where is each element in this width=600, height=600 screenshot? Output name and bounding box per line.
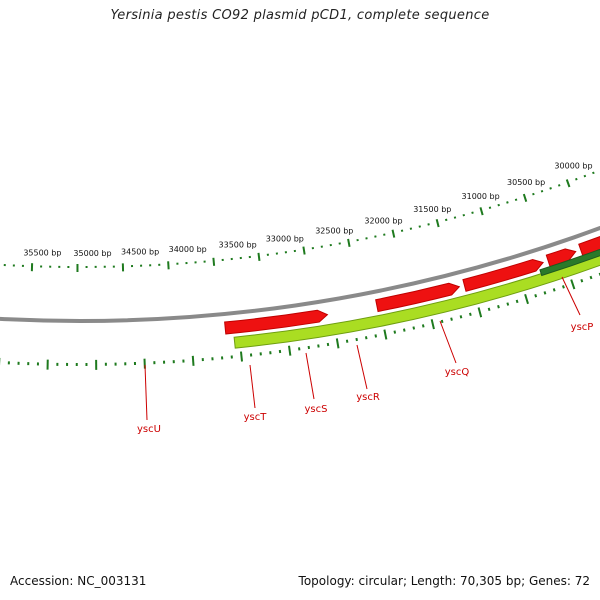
scale-label: 33500 bp — [219, 240, 257, 249]
scale-tick — [543, 291, 547, 295]
scale-label: 34000 bp — [169, 245, 207, 254]
sequence-summary: Topology: circular; Length: 70,305 bp; G… — [298, 574, 590, 588]
scale-tick — [345, 339, 349, 343]
plasmid-backbone — [0, 225, 600, 323]
reverse-gene-arrow — [233, 253, 600, 349]
scale-label: 32000 bp — [364, 217, 402, 226]
scale-tick — [583, 174, 587, 178]
svg-text:yscR: yscR — [356, 392, 380, 403]
scale-tick — [440, 319, 444, 324]
forward-gene-arrow — [375, 282, 461, 313]
scale-tick — [589, 275, 593, 280]
svg-text:yscU: yscU — [137, 424, 161, 435]
scale-tick — [562, 285, 565, 289]
scale-tick — [383, 329, 388, 340]
gene-label-yscT: yscT — [244, 364, 268, 423]
scale-tick — [191, 355, 195, 366]
scale-label: 35000 bp — [73, 249, 111, 258]
scale-tick — [506, 201, 509, 204]
scale-tick — [524, 293, 529, 305]
scale-label: 34500 bp — [121, 248, 159, 257]
svg-text:yscQ: yscQ — [445, 367, 470, 378]
scale-tick — [514, 198, 518, 201]
scale-tick — [435, 219, 440, 228]
scale-tick — [570, 279, 576, 290]
scale-tick — [497, 203, 500, 207]
scale-tick — [534, 294, 538, 298]
scale-tick — [391, 229, 396, 238]
scale-tick — [506, 302, 510, 306]
outer-scale-ticks — [3, 171, 595, 272]
scale-tick — [462, 213, 466, 217]
scale-tick — [580, 278, 584, 283]
scale-tick — [430, 319, 435, 330]
gene-label-yscS: yscS — [305, 352, 328, 415]
scale-tick — [532, 192, 535, 196]
scale-tick — [552, 288, 556, 292]
scale-tick — [347, 238, 351, 247]
scale-tick — [444, 218, 448, 222]
scale-tick — [412, 326, 416, 330]
gene-label-yscU: yscU — [137, 364, 161, 435]
scale-label: 32500 bp — [315, 226, 353, 235]
scale-tick — [565, 179, 571, 188]
accession-text: Accession: NC_003131 — [10, 574, 147, 588]
reverse-strand-genes — [233, 248, 600, 349]
scale-tick — [453, 216, 457, 219]
map-title: Yersinia pestis CO92 plasmid pCD1, compl… — [110, 8, 490, 23]
scale-tick — [497, 305, 500, 309]
scale-tick — [540, 189, 544, 193]
svg-text:yscS: yscS — [305, 404, 328, 415]
svg-text:yscT: yscT — [244, 412, 268, 423]
scale-tick — [393, 330, 397, 334]
scale-tick — [549, 187, 552, 190]
gene-label-yscQ: yscQ — [439, 320, 470, 378]
scale-tick — [471, 211, 474, 214]
svg-text:yscP: yscP — [571, 322, 594, 333]
forward-gene-arrow — [224, 309, 329, 335]
scale-labels: 35500 bp 35000 bp 34500 bp 34000 bp 3350… — [23, 162, 592, 258]
scale-tick — [479, 207, 484, 216]
scale-label: 31500 bp — [413, 205, 451, 214]
gene-label-yscR: yscR — [356, 344, 380, 403]
scale-label: 35500 bp — [23, 249, 61, 258]
scale-tick — [459, 315, 463, 319]
scale-tick — [257, 252, 261, 261]
scale-label: 33000 bp — [266, 234, 304, 243]
scale-tick — [592, 171, 595, 175]
scale-tick — [421, 324, 425, 328]
scale-tick — [522, 193, 528, 203]
scale-tick — [239, 351, 244, 362]
scale-tick — [450, 317, 453, 321]
gene-label-yscP: yscP — [561, 276, 594, 333]
scale-tick — [364, 336, 368, 340]
scale-tick — [469, 312, 472, 317]
inner-scale-ticks — [0, 272, 600, 370]
scale-tick — [488, 206, 492, 209]
scale-tick — [355, 337, 358, 342]
scale-label: 30500 bp — [507, 178, 545, 187]
scale-label: 30000 bp — [554, 162, 592, 171]
forward-gene-arrow — [462, 259, 545, 292]
scale-tick — [477, 307, 483, 318]
scale-tick — [515, 299, 519, 304]
scale-tick — [288, 345, 292, 356]
scale-tick — [374, 334, 378, 338]
scale-tick — [335, 338, 340, 349]
scale-tick — [402, 328, 406, 332]
scale-tick — [212, 257, 216, 266]
scale-tick — [575, 177, 578, 181]
reverse-gene-arrow — [539, 248, 600, 277]
scale-label: 31000 bp — [462, 192, 500, 201]
gene-labels: yscU yscT yscS yscR yscQ yscP — [137, 276, 594, 435]
scale-tick — [487, 307, 491, 312]
scale-tick — [302, 246, 306, 255]
scale-tick — [557, 184, 561, 187]
